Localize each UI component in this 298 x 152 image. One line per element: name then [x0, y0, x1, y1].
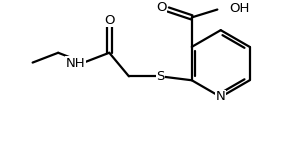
- Text: O: O: [104, 14, 114, 27]
- Text: S: S: [156, 70, 164, 83]
- Text: OH: OH: [229, 2, 249, 15]
- Text: O: O: [156, 1, 167, 14]
- Text: N: N: [216, 90, 226, 104]
- Text: NH: NH: [66, 57, 86, 70]
